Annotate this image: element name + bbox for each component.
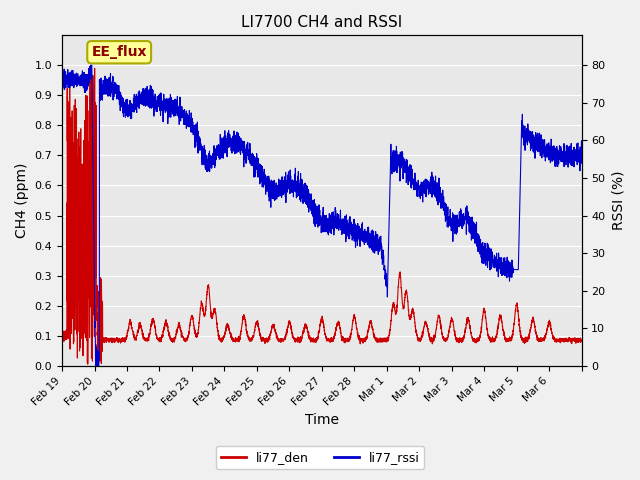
Text: EE_flux: EE_flux [92,45,147,59]
Title: LI7700 CH4 and RSSI: LI7700 CH4 and RSSI [241,15,403,30]
Y-axis label: RSSI (%): RSSI (%) [611,171,625,230]
X-axis label: Time: Time [305,413,339,427]
Legend: li77_den, li77_rssi: li77_den, li77_rssi [216,446,424,469]
Y-axis label: CH4 (ppm): CH4 (ppm) [15,163,29,238]
